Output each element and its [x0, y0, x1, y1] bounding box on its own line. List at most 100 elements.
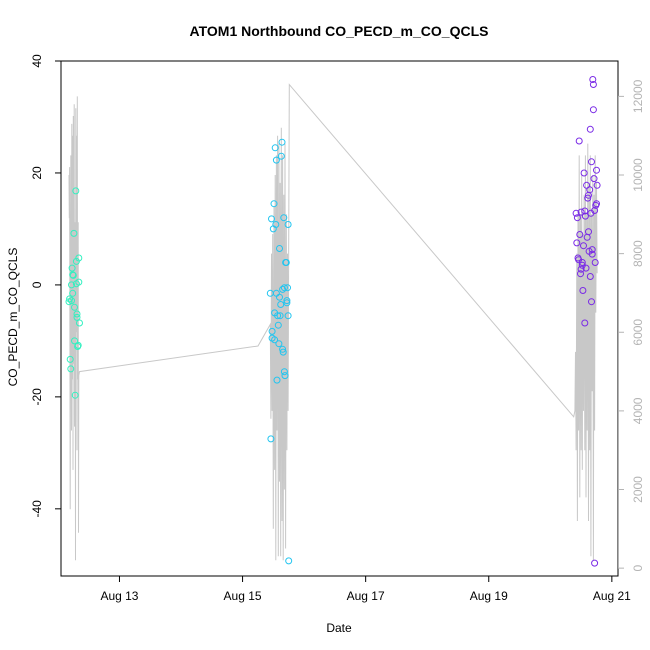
data-point-group-2	[272, 156, 280, 164]
x-tick-label: Aug 21	[593, 589, 631, 603]
data-point-group-2	[285, 557, 293, 565]
y2-tick-label: 10000	[631, 158, 645, 192]
y2-tick-label: 0	[631, 564, 645, 571]
data-point-group-3	[579, 287, 587, 294]
data-point-group-2	[283, 299, 291, 307]
data-point-group-2	[284, 312, 292, 320]
data-point-group-2	[280, 214, 288, 222]
data-point-group-3	[580, 169, 588, 177]
data-point-group-3	[580, 242, 587, 250]
data-point-group-1	[68, 281, 75, 289]
data-point-group-1	[71, 391, 79, 399]
data-point-group-1	[66, 295, 74, 303]
data-point-group-3	[586, 125, 594, 133]
data-point-group-3	[578, 259, 586, 266]
data-point-group-2	[279, 285, 287, 293]
x-axis-label: Date	[326, 621, 352, 635]
data-point-group-1	[75, 278, 83, 286]
axes: Aug 13 Aug 15 Aug 17 Aug 19 Aug 21 -40 -20 0 20 4…	[30, 54, 645, 603]
data-point-group-3	[582, 264, 590, 272]
data-point-group-1	[72, 187, 80, 195]
data-point-group-2	[271, 144, 279, 152]
y2-tick-label: 12000	[631, 79, 645, 113]
data-point-group-2	[279, 345, 287, 353]
data-point-group-3	[588, 250, 596, 258]
data-point-group-2	[281, 372, 289, 380]
data-point-group-2	[280, 284, 288, 292]
y2-tick-label: 8000	[631, 240, 645, 267]
data-point-group-3	[577, 208, 585, 216]
y-tick-label: 0	[30, 281, 44, 288]
data-point-group-1	[76, 319, 83, 327]
data-point-group-2	[279, 348, 287, 356]
data-point-group-3	[585, 228, 592, 236]
data-point-group-2	[276, 293, 283, 301]
y-tick-label: 40	[30, 54, 44, 68]
data-point-group-3	[591, 207, 599, 214]
data-point-group-3	[588, 158, 595, 166]
data-point-group-3	[589, 106, 597, 114]
plot-frame	[60, 60, 619, 577]
data-point-group-2	[268, 215, 275, 223]
data-point-group-2	[283, 297, 291, 305]
data-point-group-1	[73, 313, 81, 321]
y-tick-label: -20	[30, 388, 44, 406]
data-point-group-1	[68, 297, 75, 305]
data-point-group-3	[581, 319, 589, 327]
data-point-group-3	[577, 265, 585, 273]
data-point-group-2	[284, 221, 292, 228]
data-point-group-2	[273, 376, 281, 384]
data-point-group-3	[575, 137, 583, 145]
data-point-group-3	[593, 181, 601, 189]
data-point-group-1	[66, 355, 74, 363]
data-point-group-1	[71, 337, 78, 345]
data-point-group-3	[591, 559, 599, 567]
data-point-group-3	[573, 239, 581, 247]
data-point-group-1	[74, 341, 82, 349]
data-point-group-3	[572, 209, 580, 217]
data-point-group-3	[576, 231, 584, 238]
data-point-group-3	[591, 259, 599, 266]
chart-title: ATOM1 Northbound CO_PECD_m_CO_QCLS	[190, 23, 489, 39]
data-point-group-3	[588, 246, 596, 254]
data-point-group-2	[275, 340, 283, 348]
right-axis-line-series	[68, 83, 598, 561]
data-point-group-3	[589, 81, 597, 88]
series-line	[68, 83, 598, 561]
x-tick-label: Aug 15	[224, 589, 262, 603]
data-point-group-3	[590, 175, 598, 183]
data-point-group-3	[589, 76, 597, 83]
data-point-group-1	[75, 254, 83, 262]
data-point-group-2	[284, 284, 291, 292]
data-point-group-3	[586, 186, 594, 194]
data-point-group-1	[70, 229, 78, 237]
data-point-group-1	[69, 289, 77, 297]
data-point-group-2	[278, 138, 286, 146]
x-tick-label: Aug 19	[470, 589, 508, 603]
y-axis-label: CO_PECD_m_CO_QCLS	[6, 248, 20, 387]
data-point-group-2	[271, 336, 279, 344]
data-point-group-1	[67, 365, 75, 373]
data-point-group-2	[276, 245, 283, 252]
scatter-points	[65, 76, 601, 567]
data-point-group-1	[69, 271, 77, 279]
data-point-group-3	[586, 273, 594, 280]
data-point-group-2	[270, 200, 278, 208]
y2-tick-label: 4000	[631, 397, 645, 424]
data-point-group-2	[280, 368, 288, 376]
data-point-group-2	[268, 327, 276, 335]
data-point-group-2	[277, 301, 285, 308]
data-point-group-1	[71, 303, 78, 311]
data-point-group-2	[272, 221, 280, 228]
data-point-group-2	[282, 259, 290, 266]
data-point-group-3	[573, 214, 581, 222]
data-point-group-3	[593, 166, 600, 174]
data-point-group-1	[68, 264, 76, 272]
data-point-group-2	[274, 312, 282, 320]
data-point-group-3	[584, 194, 592, 202]
data-point-group-2	[267, 435, 275, 443]
y-tick-label: 20	[30, 166, 44, 180]
data-point-group-3	[593, 200, 600, 208]
x-tick-label: Aug 13	[100, 589, 138, 603]
